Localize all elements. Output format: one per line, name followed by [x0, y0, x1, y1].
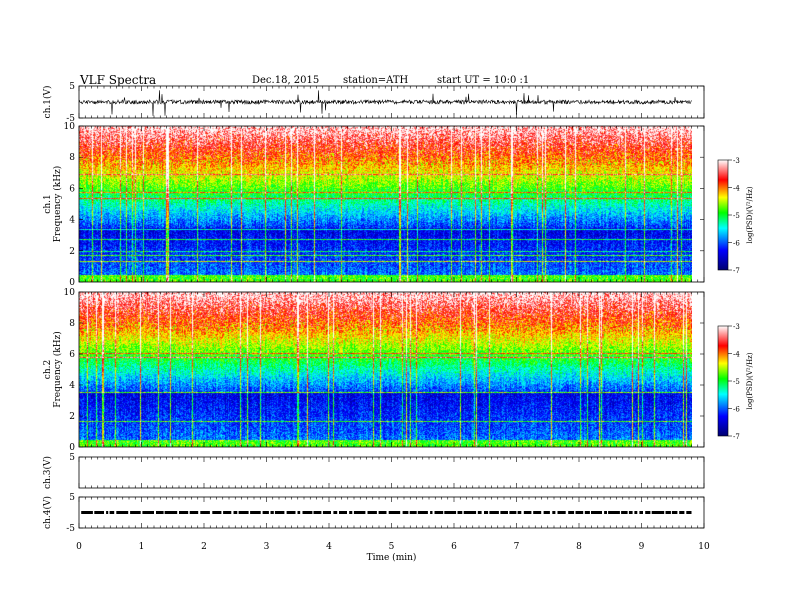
y-tick-label: -5 — [66, 524, 75, 534]
x-tick-label: 1 — [139, 542, 145, 552]
colorbar-label: log(PSD)(V²/Hz) — [746, 352, 754, 409]
y-tick-label: 8 — [69, 319, 75, 329]
ch1-waveform-trace — [78, 90, 692, 116]
channel-label: ch.2 — [43, 360, 53, 379]
colorbar-label: log(PSD)(V²/Hz) — [746, 186, 754, 243]
y-axis-label: ch.4(V) — [42, 496, 53, 529]
y-tick-label: 10 — [64, 288, 76, 298]
chart-title: VLF Spectra — [80, 73, 157, 87]
colorbar-tick-label: -6 — [733, 406, 740, 414]
y-tick-label: 0 — [69, 443, 75, 453]
colorbar-tick-label: -5 — [733, 378, 740, 386]
x-tick-label: 0 — [76, 542, 82, 552]
spectrogram-image-ch1 — [79, 126, 692, 282]
colorbar-tick-label: -7 — [733, 433, 740, 441]
colorbar-tick-label: -6 — [733, 240, 740, 248]
channel-label: ch.1 — [43, 194, 53, 213]
colorbar-tick-label: -7 — [733, 267, 740, 275]
y-tick-label: 5 — [69, 453, 75, 463]
y-tick-label: 6 — [69, 184, 75, 194]
y-axis-label: ch.1(V) — [42, 86, 53, 119]
y-tick-label: 6 — [69, 350, 75, 360]
colorbar-tick-label: -4 — [733, 351, 740, 359]
y-axis-label: Frequency (kHz) — [52, 331, 63, 408]
y-tick-label: 0 — [69, 278, 75, 288]
y-tick-label: 4 — [69, 381, 75, 391]
x-tick-label: 2 — [201, 542, 207, 552]
x-axis-label: Time (min) — [367, 552, 417, 563]
y-axis-label: Frequency (kHz) — [52, 166, 63, 243]
y-tick-label: 2 — [69, 412, 75, 422]
x-tick-label: 5 — [389, 542, 395, 552]
colorbar-tick-label: -3 — [733, 323, 740, 331]
x-tick-label: 6 — [451, 542, 457, 552]
x-tick-label: 4 — [326, 542, 332, 552]
colorbar-tick-label: -5 — [733, 212, 740, 220]
y-tick-label: 2 — [69, 247, 75, 257]
start-time-label: start UT = 10:0 :1 — [437, 75, 530, 86]
y-tick-label: 4 — [69, 216, 75, 226]
x-tick-label: 8 — [576, 542, 582, 552]
y-tick-label: 8 — [69, 153, 75, 163]
date-label: Dec.18, 2015 — [252, 75, 320, 86]
x-tick-label: 7 — [514, 542, 520, 552]
y-tick-label: 10 — [64, 122, 76, 132]
colorbar-tick-label: -3 — [733, 157, 740, 165]
colorbar — [717, 325, 729, 437]
y-tick-label: 5 — [69, 493, 75, 503]
y-axis-label: ch.3(V) — [42, 456, 53, 489]
spectrogram-image-ch2 — [79, 292, 692, 447]
colorbar-tick-label: -4 — [733, 185, 740, 193]
station-label: station=ATH — [343, 75, 409, 86]
colorbar — [717, 159, 729, 271]
x-tick-label: 3 — [264, 542, 270, 552]
y-tick-label: 5 — [69, 82, 75, 92]
x-tick-label: 10 — [698, 542, 710, 552]
y-tick-label: -5 — [66, 114, 75, 124]
x-tick-label: 9 — [639, 542, 645, 552]
